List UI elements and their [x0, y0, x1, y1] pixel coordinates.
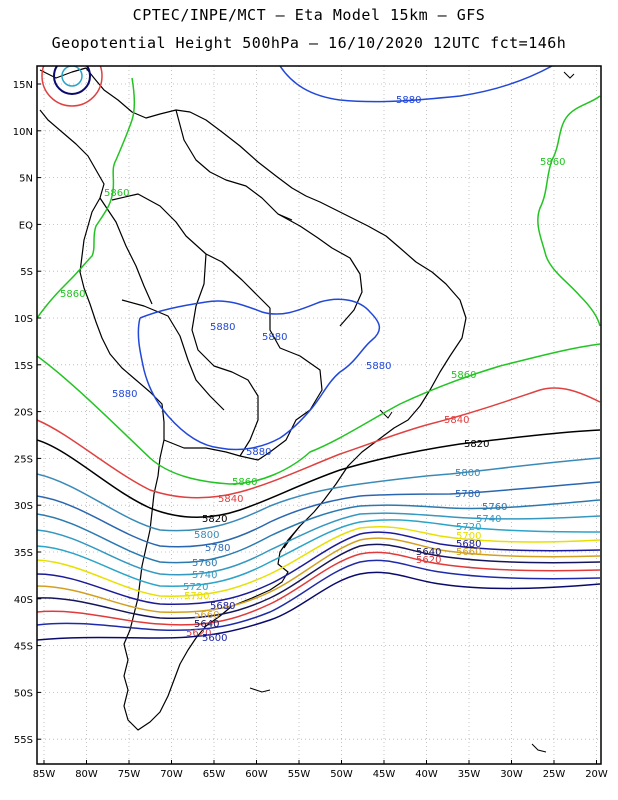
lon-label: 60W [245, 769, 268, 780]
label-5640-arg: 5640 [194, 619, 219, 630]
lon-label: 20W [585, 769, 608, 780]
lat-label: 40S [14, 595, 33, 606]
label-5880-top: 5880 [396, 95, 421, 106]
label-5640-atl: 5640 [416, 547, 441, 558]
latitude-labels: 15N 10N 5N EQ 5S 10S 15S 20S 25S 30S 35S 40S 45S 50S 5… [13, 80, 33, 746]
lat-label: 30S [14, 501, 33, 512]
contour-5780 [37, 481, 601, 548]
label-5660-arg: 5660 [194, 610, 219, 621]
label-5860-ecu: 5860 [60, 289, 85, 300]
caribbean-low [41, 66, 103, 107]
lon-label: 25W [543, 769, 566, 780]
contour-5620 [37, 551, 601, 626]
contour-5860-atlantic [537, 95, 601, 327]
lon-label: 65W [203, 769, 226, 780]
lat-label: 55S [14, 735, 33, 746]
lat-label: 25S [14, 454, 33, 465]
lon-label: 45W [373, 769, 396, 780]
contour-labels: 5880 5860 5860 5860 5880 5880 5880 5880 … [60, 95, 565, 644]
label-5840-atl: 5840 [444, 415, 469, 426]
contour-lines [37, 66, 601, 641]
label-5780-arg: 5780 [205, 543, 230, 554]
contour-5740 [37, 512, 601, 576]
label-5680-arg: 5680 [210, 601, 235, 612]
title-line-2: Geopotential Height 500hPa – 16/10/2020 … [51, 34, 567, 52]
lat-label: 15S [14, 361, 33, 372]
lon-label: 85W [33, 769, 56, 780]
label-5880-peru: 5880 [112, 389, 137, 400]
label-5760-arg: 5760 [192, 558, 217, 569]
lat-label: 5N [19, 174, 33, 185]
lon-label: 35W [458, 769, 481, 780]
label-5620-atl: 5620 [416, 555, 441, 566]
lat-label: EQ [19, 220, 33, 231]
axis-ticks [37, 83, 597, 764]
lat-label: 20S [14, 408, 33, 419]
contour-5580 [37, 571, 601, 641]
label-5820-atl: 5820 [464, 439, 489, 450]
lat-label: 50S [14, 688, 33, 699]
label-5660-atl: 5660 [456, 547, 481, 558]
label-5840-arg: 5840 [218, 494, 243, 505]
label-5740-atl: 5740 [476, 514, 501, 525]
label-5880-bol: 5880 [210, 322, 235, 333]
lon-label: 75W [118, 769, 141, 780]
label-5600-arg: 5600 [202, 633, 227, 644]
contour-5880-inland [137, 298, 381, 451]
longitude-labels: 85W 80W 75W 70W 65W 60W 55W 50W 45W 40W 35W 30W 25W 2… [33, 769, 608, 780]
label-5740-arg: 5740 [192, 570, 217, 581]
lat-label: 10S [14, 314, 33, 325]
label-5780-atl: 5780 [455, 489, 480, 500]
lon-label: 70W [160, 769, 183, 780]
graticule [37, 66, 601, 764]
map-background [37, 66, 601, 764]
contour-5640 [37, 543, 601, 620]
label-5880-mg: 5880 [366, 361, 391, 372]
label-5860-atl: 5860 [451, 370, 476, 381]
label-5880-par: 5880 [246, 447, 271, 458]
lat-label: 45S [14, 642, 33, 653]
lon-label: 30W [500, 769, 523, 780]
contour-5840 [37, 387, 601, 499]
label-5700-atl: 5700 [456, 531, 481, 542]
label-5680-atl: 5680 [456, 539, 481, 550]
title-line-1: CPTEC/INPE/MCT – Eta Model 15km – GFS [132, 6, 486, 24]
contour-5700 [37, 525, 601, 598]
label-5760-atl: 5760 [482, 502, 507, 513]
label-5700-arg: 5700 [184, 591, 209, 602]
contour-5820 [37, 429, 601, 518]
lon-label: 80W [75, 769, 98, 780]
label-5860-col: 5860 [104, 188, 129, 199]
islands [249, 71, 575, 753]
contour-5760 [37, 499, 601, 564]
contour-5860-north [37, 77, 136, 319]
contour-5800 [37, 457, 601, 532]
lat-label: 15N [13, 80, 33, 91]
lon-label: 55W [288, 769, 311, 780]
label-5800-arg: 5800 [194, 530, 219, 541]
contour-5880-top [279, 66, 553, 103]
map-frame [36, 65, 602, 765]
lon-label: 40W [415, 769, 438, 780]
contour-5860-south [37, 343, 601, 485]
label-5820-arg: 5820 [202, 514, 227, 525]
contour-5720 [37, 519, 601, 588]
contour-5680 [37, 531, 601, 606]
lon-label: 50W [330, 769, 353, 780]
lat-label: 10N [13, 127, 33, 138]
contour-5660 [37, 537, 601, 614]
label-5800-atl: 5800 [455, 468, 480, 479]
label-5860-arg: 5860 [232, 477, 257, 488]
label-5860-ne: 5860 [540, 157, 565, 168]
label-5620-arg: 5620 [186, 628, 211, 639]
label-5720-atl: 5720 [456, 522, 481, 533]
lat-label: 5S [20, 267, 33, 278]
contour-5600 [37, 559, 601, 632]
label-5880-bra: 5880 [262, 332, 287, 343]
lat-label: 35S [14, 548, 33, 559]
label-5720-arg: 5720 [183, 582, 208, 593]
